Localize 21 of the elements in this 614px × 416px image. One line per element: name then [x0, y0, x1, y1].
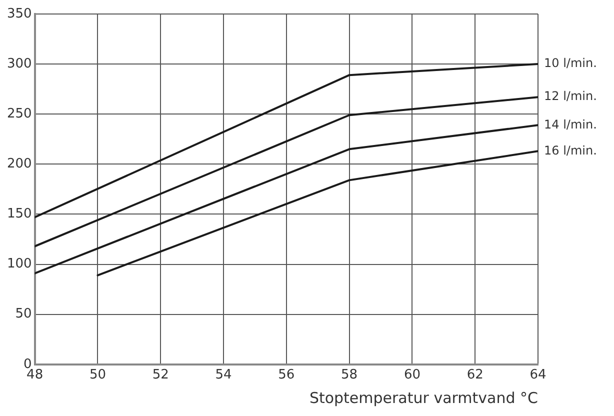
x-tick-label: 58	[341, 368, 358, 383]
series-label: 14 l/min.	[544, 117, 597, 132]
y-tick-label: 150	[6, 206, 32, 222]
x-tick-label: 60	[404, 368, 420, 383]
x-tick-label: 50	[89, 368, 106, 383]
y-tick-label: 200	[6, 156, 32, 172]
series-label: 12 l/min.	[544, 89, 597, 104]
x-tick-label: 64	[530, 368, 546, 383]
x-axis-title: Stoptemperatur varmtvand °C	[309, 388, 538, 407]
y-tick-label: 250	[6, 106, 32, 122]
y-tick-label: 350	[6, 6, 32, 22]
series-label: 10 l/min.	[544, 56, 597, 70]
y-tick-label: 300	[6, 56, 32, 72]
x-tick-label: 52	[152, 368, 169, 383]
y-tick-label: 50	[15, 306, 32, 322]
x-tick-label: 62	[466, 368, 484, 383]
x-tick-label: 48	[26, 368, 44, 383]
x-tick-label: 56	[278, 368, 295, 383]
x-tick-label: 54	[215, 368, 232, 383]
y-tick-label: 100	[6, 256, 32, 272]
series-label: 16 l/min.	[544, 143, 597, 158]
